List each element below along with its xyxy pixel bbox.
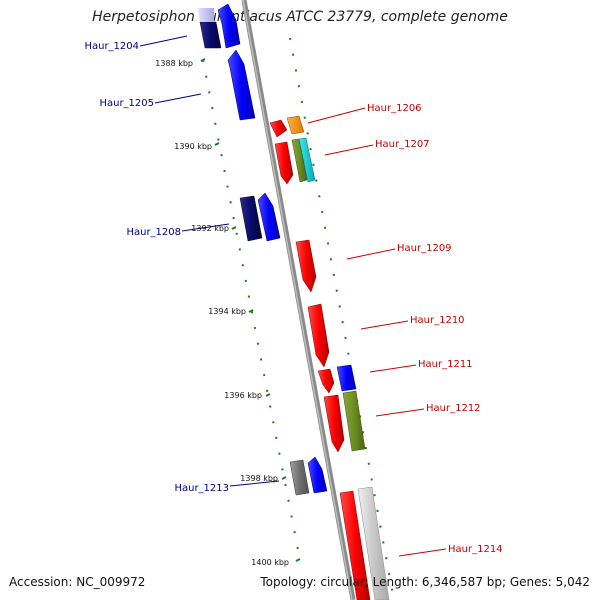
leader-lines	[139, 35, 447, 557]
gene-label[interactable]: Haur_1213	[174, 483, 229, 494]
accession-label: Accession: NC_009972	[9, 575, 146, 589]
gene-label[interactable]: Haur_1204	[84, 41, 139, 52]
gene-haur-1207	[274, 137, 316, 185]
gene-label[interactable]: Haur_1212	[426, 403, 481, 414]
gene-label[interactable]: Haur_1208	[126, 227, 181, 238]
gene-haur-1212	[323, 390, 366, 453]
backbone-highlight	[242, 0, 353, 600]
ruler-label: 1390 kbp	[174, 142, 212, 151]
backbone	[241, 0, 356, 600]
gene-label[interactable]: Haur_1210	[410, 315, 465, 326]
gene-label[interactable]: Haur_1205	[99, 98, 154, 109]
ruler-label: 1398 kbp	[240, 474, 278, 483]
gene-haur-1204	[198, 3, 241, 49]
gene-label[interactable]: Haur_1209	[397, 243, 452, 254]
gene-haur-1206	[269, 115, 305, 138]
genome-stats-label: Topology: circular; Length: 6,346,587 bp…	[260, 575, 590, 589]
gene-haur-1210	[307, 303, 330, 368]
ruler-labels: 1388 kbp 1390 kbp 1392 kbp 1394 kbp 1396…	[155, 59, 289, 567]
ruler-label: 1394 kbp	[208, 307, 246, 316]
gene-label[interactable]: Haur_1207	[375, 139, 430, 150]
ruler-label: 1392 kbp	[191, 224, 229, 233]
gene-label[interactable]: Haur_1211	[418, 359, 473, 370]
gene-haur-1208	[239, 192, 281, 242]
ruler-label: 1396 kbp	[224, 391, 262, 400]
map-title: Herpetosiphon aurantiacus ATCC 23779, co…	[92, 9, 508, 25]
ruler-label: 1388 kbp	[155, 59, 193, 68]
gene-haur-1214	[339, 486, 390, 600]
gene-haur-1205	[227, 49, 256, 121]
gene-haur-1211	[317, 364, 357, 394]
gene-label-group: Haur_1204 Haur_1205 Haur_1206 Haur_1207 …	[84, 41, 502, 555]
gene-haur-1209	[295, 239, 317, 293]
gene-label[interactable]: Haur_1206	[367, 103, 422, 114]
gene-label[interactable]: Haur_1214	[448, 544, 503, 555]
gene-haur-1213	[289, 456, 328, 496]
ruler-dotted-outer	[289, 37, 395, 600]
ruler-label: 1400 kbp	[251, 558, 289, 567]
